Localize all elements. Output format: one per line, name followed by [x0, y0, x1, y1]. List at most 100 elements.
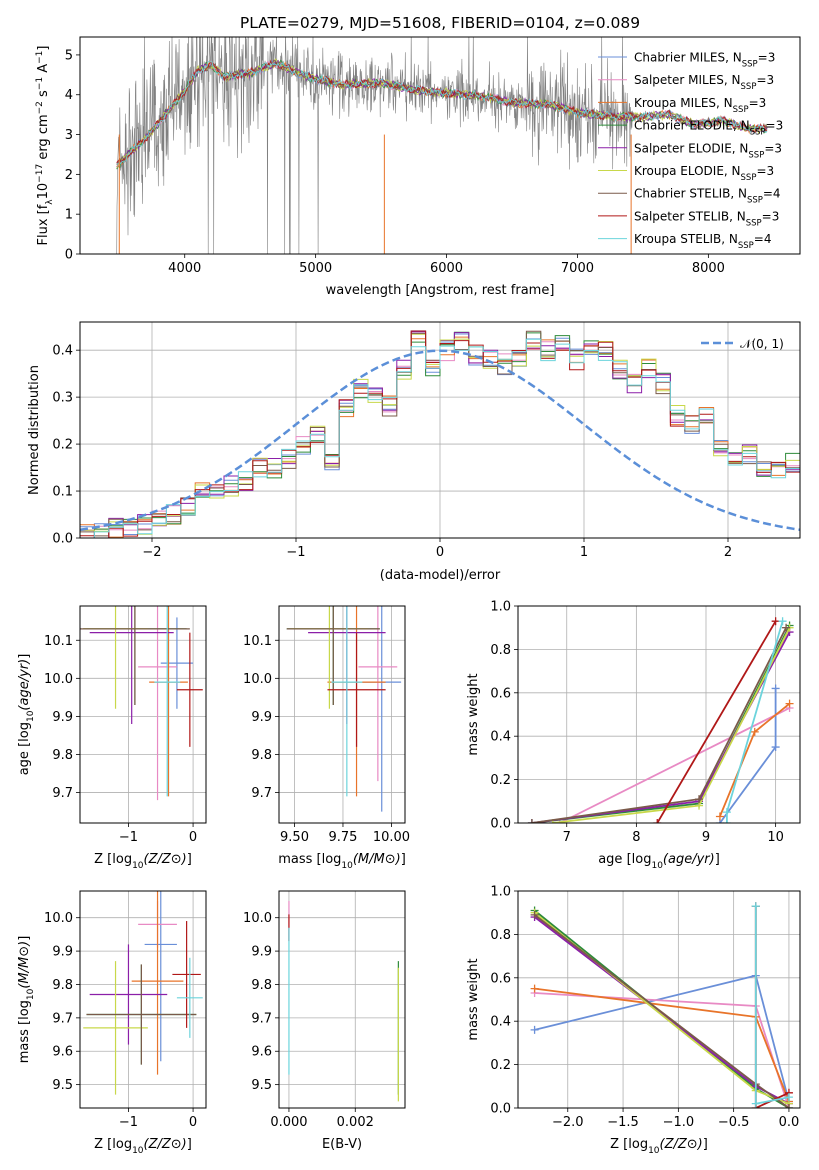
x-tick-label: 7 — [563, 830, 571, 845]
y-tick-label: 10.1 — [243, 634, 272, 649]
ebv-mass-panel: 0.000 0.002 9.5 9.6 9.7 9.8 9.9 10.0 E(B-V) — [243, 890, 406, 1152]
legend-label: 𝒩(0, 1) — [740, 337, 784, 351]
y-tick-label: 9.9 — [52, 945, 73, 960]
x-tick-label: −1 — [119, 1115, 138, 1130]
y-tick-label: 0.8 — [490, 643, 511, 658]
legend-label: Salpeter MILES, NSSP=3 — [634, 73, 774, 92]
y-tick-label: 9.7 — [251, 1011, 272, 1026]
y-axis-label: mass [log10(M/M⊙)] — [17, 936, 36, 1064]
y-tick-label: 10.0 — [44, 911, 73, 926]
legend-label: Kroupa ELODIE, NSSP=3 — [634, 164, 774, 183]
y-tick-label: 0.3 — [52, 391, 73, 406]
y-tick-label: 2 — [65, 168, 73, 183]
weight-marker — [715, 812, 724, 821]
weight-marker — [527, 819, 536, 823]
y-tick-label: 0.2 — [490, 1058, 511, 1073]
y-tick-label: 0.1 — [52, 485, 73, 500]
y-tick-label: 9.9 — [251, 945, 272, 960]
x-tick-label: 0 — [189, 830, 197, 845]
x-tick-label: −2.0 — [552, 1115, 584, 1130]
axes-frame — [79, 36, 801, 255]
weight-line-6 — [534, 914, 790, 1108]
axes-frame — [278, 890, 406, 1109]
x-axis-label: Z [log10(Z/Z⊙)] — [610, 1137, 708, 1156]
legend-label: Chabrier STELIB, NSSP=4 — [634, 187, 781, 206]
x-tick-label: 0.0 — [779, 1115, 800, 1130]
x-tick-label: 4000 — [168, 261, 201, 276]
legend-label: Chabrier ELODIE, NSSP=3 — [634, 119, 783, 138]
plot-area — [286, 606, 402, 812]
y-tick-label: 10.0 — [44, 672, 73, 687]
y-tick-label: 0.0 — [490, 817, 511, 832]
y-tick-label: 10.0 — [243, 911, 272, 926]
x-axis-label: wavelength [Angstrom, rest frame] — [326, 283, 555, 298]
y-tick-label: 0.2 — [490, 773, 511, 788]
axes-frame — [517, 605, 801, 824]
axes-frame — [278, 605, 406, 824]
y-tick-label: 9.9 — [52, 710, 73, 725]
y-tick-label: 0.0 — [52, 532, 73, 547]
weight-marker — [695, 795, 704, 804]
y-tick-label: 1.0 — [490, 600, 511, 615]
weight-marker — [778, 617, 787, 626]
histogram-8 — [80, 338, 800, 538]
x-tick-label: −1.5 — [607, 1115, 639, 1130]
y-axis-label: Flux [fλ10−17 erg cm−2 s−1 A−1] — [35, 46, 55, 246]
legend-label: Salpeter ELODIE, NSSP=3 — [634, 141, 782, 160]
y-tick-label: 9.6 — [52, 1045, 73, 1060]
y-tick-label: 9.8 — [251, 978, 272, 993]
y-tick-label: 9.7 — [52, 1011, 73, 1026]
legend-label: Chabrier MILES, NSSP=3 — [634, 51, 775, 70]
x-axis-label: (data-model)/error — [380, 568, 501, 583]
x-tick-label: −1 — [119, 830, 138, 845]
y-tick-label: 3 — [65, 128, 73, 143]
y-axis-label: mass weight — [466, 673, 481, 755]
x-tick-label: 5000 — [299, 261, 332, 276]
weight-marker — [784, 1104, 793, 1108]
y-tick-label: 9.7 — [251, 786, 272, 801]
weight-line-3 — [531, 625, 791, 823]
weight-line-6 — [531, 627, 787, 823]
y-tick-label: 9.6 — [251, 1045, 272, 1060]
weight-marker — [751, 1099, 760, 1108]
plot-area — [288, 901, 399, 1102]
plot-area — [80, 606, 203, 801]
x-tick-label: −0.5 — [718, 1115, 750, 1130]
weight-marker — [782, 623, 791, 632]
weight-marker — [771, 617, 780, 626]
y-tick-label: 10.1 — [44, 634, 73, 649]
y-tick-label: 10.0 — [243, 672, 272, 687]
plot-area — [80, 330, 800, 538]
x-axis-label: age [log10(age/yr)] — [598, 852, 720, 871]
x-tick-label: 10.00 — [373, 830, 410, 845]
y-tick-label: 9.8 — [52, 978, 73, 993]
residual-histogram-panel: −2 −1 0 1 2 0.0 0.1 0.2 0.3 0.4 (data-model)/error… — [27, 321, 801, 583]
normal-curve — [80, 349, 800, 532]
x-tick-label: 0 — [189, 1115, 197, 1130]
axes-frame — [517, 890, 801, 1109]
model-spectrum-8 — [116, 60, 768, 165]
x-tick-label: 7000 — [561, 261, 594, 276]
x-tick-label: 6000 — [430, 261, 463, 276]
z-age-panel: −1 0 9.7 9.8 9.9 10.0 10.1 Z [log10(Z/Z⊙)] age [… — [17, 605, 207, 871]
weight-marker — [722, 819, 731, 823]
y-tick-label: 9.5 — [251, 1078, 272, 1093]
weight-marker — [750, 727, 759, 736]
y-tick-label: 0.4 — [490, 1015, 511, 1030]
weight-marker — [530, 1025, 539, 1034]
x-tick-label: 10 — [767, 830, 784, 845]
x-tick-label: 9 — [702, 830, 710, 845]
axes-frame — [79, 605, 207, 824]
weight-line-7 — [656, 620, 777, 823]
y-tick-label: 0.8 — [490, 928, 511, 943]
y-tick-label: 9.8 — [52, 748, 73, 763]
axes-frame — [79, 321, 801, 539]
x-tick-label: 8000 — [692, 261, 725, 276]
x-axis-label: E(B-V) — [322, 1137, 362, 1152]
y-tick-label: 0.6 — [490, 971, 511, 986]
y-tick-label: 9.7 — [52, 786, 73, 801]
y-tick-label: 5 — [65, 48, 73, 63]
mass-age-panel: 9.50 9.75 10.00 9.7 9.8 9.9 10.0 10.1 mass [log1… — [243, 605, 410, 871]
y-axis-label: mass weight — [466, 958, 481, 1040]
